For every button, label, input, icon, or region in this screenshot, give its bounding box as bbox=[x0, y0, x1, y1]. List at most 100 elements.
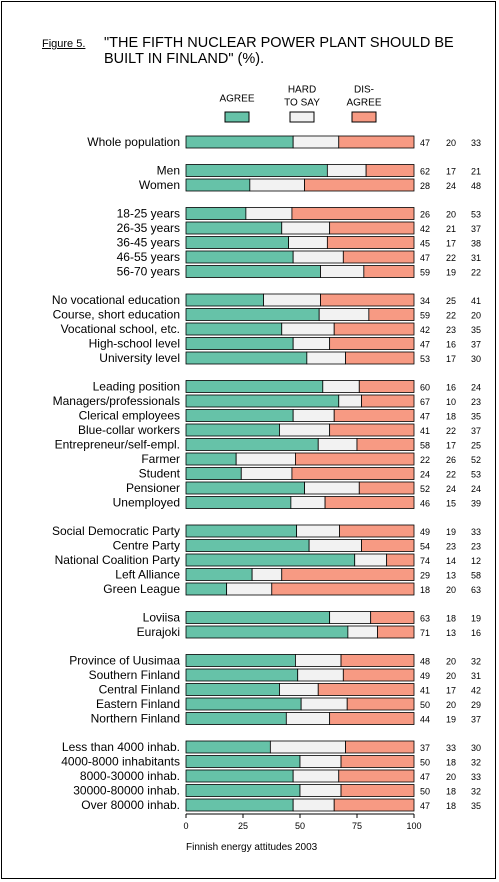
value-disagree: 24 bbox=[471, 484, 481, 494]
legend-label-disagree-line-2: AGREE bbox=[346, 98, 381, 109]
bar-segment-hard-to-say bbox=[322, 380, 360, 393]
value-hard-to-say: 33 bbox=[446, 743, 456, 753]
value-disagree: 37 bbox=[471, 715, 481, 725]
bar-segment-hard-to-say bbox=[329, 611, 372, 624]
value-hard-to-say: 22 bbox=[446, 426, 456, 436]
row-label: Women bbox=[139, 178, 180, 192]
bar-segment-agree bbox=[185, 654, 296, 667]
value-disagree: 21 bbox=[471, 167, 481, 177]
row-label: Central Finland bbox=[99, 683, 180, 697]
value-disagree: 30 bbox=[471, 743, 481, 753]
bar-segment-agree bbox=[185, 322, 283, 336]
row-label: Eurajoki bbox=[137, 625, 180, 639]
row-label: Clerical employees bbox=[79, 409, 180, 423]
bar-row: Left Alliance 29 13 58 bbox=[115, 568, 481, 582]
value-agree: 28 bbox=[420, 181, 430, 191]
value-disagree: 24 bbox=[471, 383, 481, 393]
bar-segment-hard-to-say bbox=[269, 740, 346, 754]
bar-segment-agree bbox=[185, 740, 271, 754]
row-label: 36-45 years bbox=[117, 236, 180, 250]
bar-segment-hard-to-say bbox=[292, 135, 340, 149]
bar-segment-agree bbox=[185, 135, 294, 149]
bar-segment-agree bbox=[185, 625, 349, 639]
bar-segment-agree bbox=[185, 769, 294, 783]
value-disagree: 35 bbox=[471, 412, 481, 422]
bar-row: Whole population 47 20 33 bbox=[87, 135, 481, 149]
value-hard-to-say: 17 bbox=[446, 441, 456, 451]
x-tick-label: 50 bbox=[295, 821, 305, 831]
bar-segment-hard-to-say bbox=[226, 582, 273, 596]
row-label: University level bbox=[99, 351, 180, 365]
value-hard-to-say: 20 bbox=[446, 210, 456, 220]
row-label: Farmer bbox=[141, 452, 180, 466]
value-agree: 50 bbox=[420, 758, 430, 768]
bar-segment-agree bbox=[185, 394, 340, 408]
bar-row: 46-55 years 47 22 31 bbox=[117, 250, 481, 264]
value-disagree: 39 bbox=[471, 499, 481, 509]
bar-row: Pensioner 52 24 24 bbox=[126, 481, 481, 495]
value-hard-to-say: 20 bbox=[446, 700, 456, 710]
value-hard-to-say: 10 bbox=[446, 397, 456, 407]
bar-segment-disagree bbox=[317, 683, 415, 696]
bar-segment-disagree bbox=[329, 423, 415, 437]
row-label: Province of Uusimaa bbox=[69, 654, 180, 668]
bar-segment-disagree bbox=[338, 769, 415, 783]
bar-segment-disagree bbox=[291, 467, 415, 480]
value-disagree: 29 bbox=[471, 700, 481, 710]
value-hard-to-say: 24 bbox=[446, 484, 456, 494]
value-hard-to-say: 23 bbox=[446, 542, 456, 552]
bar-row: Central Finland 41 17 42 bbox=[99, 683, 481, 697]
x-axis: 0 25 50 75 100 bbox=[183, 813, 422, 831]
row-label: 26-35 years bbox=[117, 221, 180, 235]
bar-row: 4000-8000 inhabitants 50 18 32 bbox=[61, 755, 481, 769]
row-label: Managers/professionals bbox=[53, 394, 180, 408]
value-hard-to-say: 20 bbox=[446, 657, 456, 667]
bar-segment-agree bbox=[185, 207, 247, 220]
value-disagree: 22 bbox=[471, 268, 481, 278]
bar-segment-agree bbox=[185, 178, 251, 192]
row-label: Green League bbox=[103, 582, 180, 596]
value-hard-to-say: 22 bbox=[446, 311, 456, 321]
bar-segment-hard-to-say bbox=[326, 164, 367, 177]
value-agree: 50 bbox=[420, 700, 430, 710]
row-label: High-school level bbox=[89, 337, 180, 351]
value-agree: 63 bbox=[420, 614, 430, 624]
bar-segment-agree bbox=[185, 697, 302, 711]
row-label: Southern Finland bbox=[89, 668, 180, 682]
bar-segment-hard-to-say bbox=[249, 178, 305, 192]
bar-segment-agree bbox=[185, 755, 301, 768]
value-hard-to-say: 17 bbox=[446, 354, 456, 364]
bar-segment-hard-to-say bbox=[295, 654, 342, 667]
legend-swatch-agree bbox=[224, 111, 250, 123]
bar-segment-disagree bbox=[363, 265, 415, 278]
legend-label-disagree-line-1: DIS- bbox=[354, 85, 374, 96]
value-disagree: 25 bbox=[471, 441, 481, 451]
bar-segment-agree bbox=[185, 467, 242, 480]
bar-segment-agree bbox=[185, 582, 228, 596]
bar-segment-hard-to-say bbox=[300, 697, 348, 711]
bar-segment-hard-to-say bbox=[318, 308, 370, 321]
value-hard-to-say: 25 bbox=[446, 296, 456, 306]
value-hard-to-say: 13 bbox=[446, 628, 456, 638]
bar-segment-disagree bbox=[345, 740, 415, 754]
value-hard-to-say: 20 bbox=[446, 138, 456, 148]
row-label: 4000-8000 inhabitants bbox=[61, 755, 180, 769]
bar-segment-disagree bbox=[329, 337, 415, 350]
bar-row: Blue-collar workers 41 22 37 bbox=[78, 423, 481, 437]
value-disagree: 30 bbox=[471, 354, 481, 364]
value-agree: 59 bbox=[420, 311, 430, 321]
bar-segment-agree bbox=[185, 553, 356, 567]
value-disagree: 32 bbox=[471, 657, 481, 667]
value-agree: 62 bbox=[420, 167, 430, 177]
row-label: Blue-collar workers bbox=[78, 423, 180, 437]
bar-segment-disagree bbox=[338, 135, 415, 149]
value-agree: 50 bbox=[420, 787, 430, 797]
value-hard-to-say: 20 bbox=[446, 772, 456, 782]
value-disagree: 41 bbox=[471, 296, 481, 306]
value-agree: 42 bbox=[420, 224, 430, 234]
value-agree: 41 bbox=[420, 426, 430, 436]
bar-segment-disagree bbox=[361, 539, 415, 552]
bar-segment-agree bbox=[185, 250, 294, 264]
